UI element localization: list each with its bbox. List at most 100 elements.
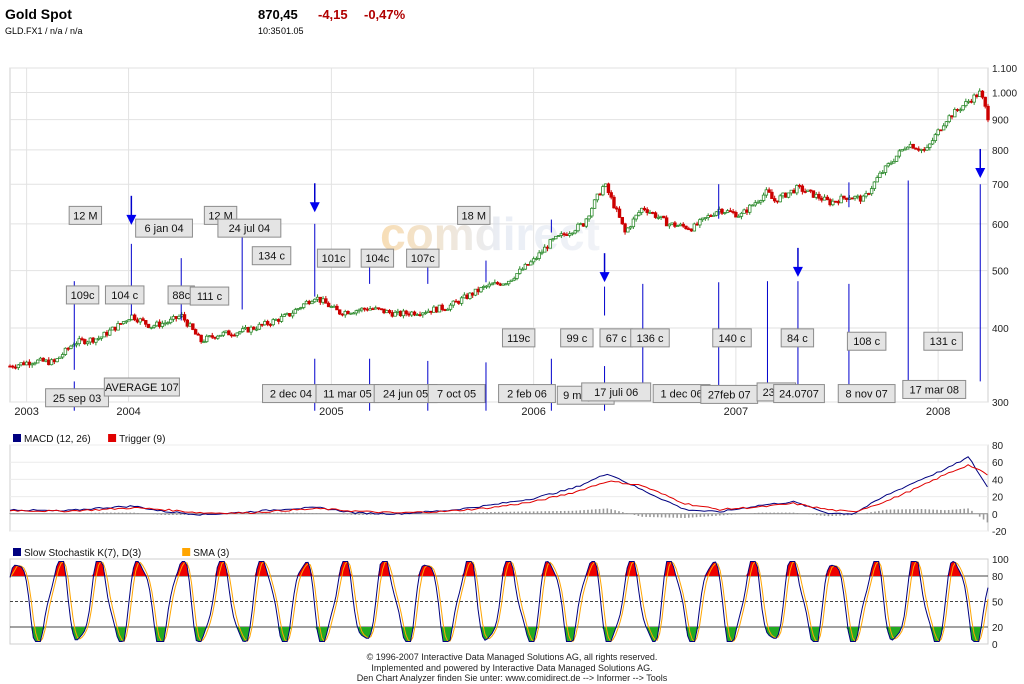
- candle-body: [581, 223, 586, 227]
- candle-body: [268, 324, 273, 326]
- candle-body: [218, 334, 223, 337]
- candle-up: [166, 321, 170, 326]
- candle-body: [357, 309, 361, 312]
- candle-up: [501, 283, 505, 286]
- candle-body: [631, 218, 636, 228]
- macd-axis-tick-label: 40: [992, 475, 1004, 486]
- candle-down: [440, 303, 444, 312]
- footer-chart-analyzer-link[interactable]: Den Chart Analyzer finden Sie unter: www…: [356, 673, 668, 683]
- candle-up: [573, 229, 577, 235]
- candle-up: [60, 352, 65, 360]
- macd-axis-tick-label: 20: [992, 493, 1004, 504]
- candle-up: [85, 340, 90, 346]
- candle-up: [504, 282, 508, 286]
- candle-body: [396, 310, 400, 313]
- candle-body: [703, 217, 708, 220]
- candle-body: [274, 319, 278, 321]
- candle-body: [130, 314, 134, 320]
- candle-body: [603, 183, 608, 187]
- candle-down: [615, 205, 619, 213]
- candle-up: [592, 199, 597, 209]
- candle-body: [958, 109, 962, 112]
- candle-up: [964, 98, 968, 108]
- candle-body: [135, 319, 140, 323]
- candle-body: [94, 338, 98, 343]
- annotation-label: 134 c: [251, 246, 292, 266]
- annotation-box: [501, 328, 536, 348]
- candle-body: [257, 323, 262, 330]
- candle-up: [484, 285, 489, 289]
- candle-body: [102, 331, 106, 338]
- annotation-text: 11 mar 05: [323, 389, 372, 401]
- annotation-label: 2 feb 06: [498, 384, 556, 404]
- candle-up: [121, 321, 126, 325]
- candle-up: [587, 215, 591, 222]
- candle-up: [656, 214, 661, 220]
- candle-up: [490, 282, 494, 286]
- candle-up: [667, 223, 672, 229]
- stochastic-overbought-fill: [10, 561, 988, 576]
- candle-up: [692, 222, 697, 232]
- candle-body: [692, 223, 697, 232]
- candle-body: [720, 208, 724, 214]
- candle-body: [484, 285, 489, 288]
- candle-up: [127, 319, 131, 322]
- arrow-head: [792, 266, 803, 277]
- candle-body: [157, 321, 162, 327]
- annotation-box: [712, 328, 752, 348]
- candle-body: [894, 155, 899, 162]
- candle-body: [867, 193, 871, 195]
- candle-body: [155, 321, 159, 327]
- candle-up: [543, 244, 547, 253]
- candle-body: [393, 311, 397, 317]
- annotation-box: [103, 377, 180, 397]
- annotation-text: 25 sep 03: [53, 393, 101, 405]
- candle-body: [495, 282, 500, 285]
- candle-up: [675, 224, 680, 227]
- candle-body: [980, 90, 985, 98]
- candle-up: [736, 214, 741, 218]
- candle-down: [734, 210, 738, 218]
- candle-up: [63, 347, 68, 356]
- candle-body: [482, 286, 486, 288]
- candle-up: [116, 320, 120, 331]
- macd-panel: -20 0 20 40 60 80 MACD (12, 26) Trigger (9): [9, 434, 1007, 538]
- price-change: -4,15: [318, 7, 348, 22]
- candle-body: [950, 115, 954, 118]
- annotation-label: 109c: [65, 285, 100, 305]
- candle-body: [750, 204, 755, 207]
- candle-up: [603, 183, 608, 188]
- candle-up: [49, 358, 54, 366]
- candle-down: [119, 323, 123, 325]
- candle-up: [451, 300, 455, 308]
- annotation-box: [457, 205, 491, 225]
- price-axis-tick-label: 900: [992, 116, 1009, 127]
- annotation-box: [189, 286, 230, 306]
- candle-down: [684, 225, 688, 230]
- macd-legend-swatch: [108, 434, 117, 442]
- candle-body: [700, 217, 705, 221]
- annotation-box: [560, 328, 594, 348]
- annotation-text: 17 juli 06: [594, 387, 638, 399]
- candle-body: [803, 191, 807, 193]
- candle-body: [731, 211, 735, 213]
- candle-down: [337, 309, 342, 316]
- candle-body: [770, 191, 774, 199]
- price-candles: [8, 88, 990, 371]
- annotation-text: 17 mar 08: [909, 384, 959, 396]
- candle-body: [615, 207, 619, 210]
- candle-body: [836, 201, 841, 204]
- quote-date: 01.05: [281, 26, 304, 36]
- candle-up: [152, 324, 156, 329]
- candle-down: [689, 228, 694, 232]
- candle-body: [905, 146, 910, 150]
- candle-body: [166, 322, 170, 325]
- candle-up: [806, 189, 810, 192]
- candle-body: [241, 328, 245, 333]
- candle-body: [349, 312, 353, 315]
- arrow-head: [126, 214, 137, 225]
- candle-up: [202, 339, 206, 344]
- candle-down: [265, 319, 270, 327]
- candle-body: [565, 234, 569, 236]
- annotation-box: [68, 205, 103, 225]
